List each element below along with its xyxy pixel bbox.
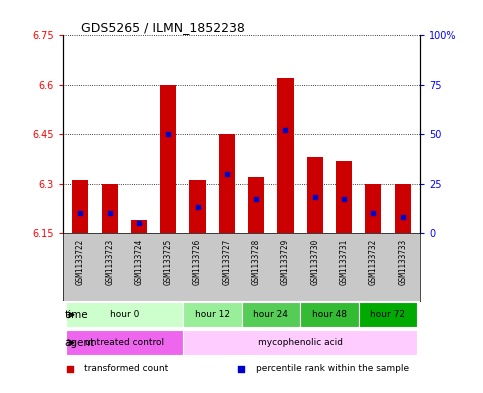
Bar xyxy=(277,78,294,233)
Text: GSM1133732: GSM1133732 xyxy=(369,239,378,285)
Bar xyxy=(183,330,417,355)
Text: GSM1133731: GSM1133731 xyxy=(340,239,349,285)
Text: hour 12: hour 12 xyxy=(195,310,230,320)
Text: GSM1133729: GSM1133729 xyxy=(281,239,290,285)
Bar xyxy=(248,177,264,233)
Bar xyxy=(219,134,235,233)
Text: untreated control: untreated control xyxy=(85,338,164,347)
Point xyxy=(340,196,348,202)
Text: GSM1133723: GSM1133723 xyxy=(105,239,114,285)
Text: GSM1133722: GSM1133722 xyxy=(76,239,85,285)
Text: GDS5265 / ILMN_1852238: GDS5265 / ILMN_1852238 xyxy=(81,21,244,34)
Bar xyxy=(66,330,183,355)
Bar xyxy=(72,180,88,233)
Text: GSM1133724: GSM1133724 xyxy=(134,239,143,285)
Point xyxy=(238,366,245,372)
Bar xyxy=(395,184,411,233)
Bar xyxy=(365,184,382,233)
Bar xyxy=(336,160,352,233)
Text: hour 48: hour 48 xyxy=(312,310,347,320)
Point xyxy=(194,204,201,210)
Bar xyxy=(131,220,147,233)
Bar xyxy=(189,180,206,233)
Text: time: time xyxy=(64,310,88,320)
Text: hour 0: hour 0 xyxy=(110,310,139,320)
Text: hour 72: hour 72 xyxy=(370,310,406,320)
Point xyxy=(282,127,289,133)
Bar xyxy=(66,302,183,327)
Text: hour 24: hour 24 xyxy=(254,310,288,320)
Point xyxy=(106,210,114,217)
Text: GSM1133726: GSM1133726 xyxy=(193,239,202,285)
Text: GSM1133728: GSM1133728 xyxy=(252,239,261,285)
Text: GSM1133733: GSM1133733 xyxy=(398,239,407,285)
Bar xyxy=(183,302,242,327)
Point xyxy=(399,214,407,220)
Bar xyxy=(101,184,118,233)
Bar xyxy=(300,302,359,327)
Point xyxy=(311,194,319,200)
Text: transformed count: transformed count xyxy=(84,364,169,373)
Bar xyxy=(160,85,176,233)
Point xyxy=(369,210,377,217)
Point xyxy=(164,131,172,137)
Point xyxy=(223,171,231,177)
Point xyxy=(76,210,84,217)
Text: agent: agent xyxy=(64,338,94,348)
Point xyxy=(66,366,74,372)
Text: GSM1133727: GSM1133727 xyxy=(222,239,231,285)
Bar xyxy=(359,302,417,327)
Point xyxy=(252,196,260,202)
Text: GSM1133730: GSM1133730 xyxy=(310,239,319,285)
Point xyxy=(135,220,143,226)
Text: GSM1133725: GSM1133725 xyxy=(164,239,173,285)
Text: percentile rank within the sample: percentile rank within the sample xyxy=(256,364,409,373)
Bar xyxy=(307,157,323,233)
Text: mycophenolic acid: mycophenolic acid xyxy=(257,338,342,347)
Bar xyxy=(242,302,300,327)
